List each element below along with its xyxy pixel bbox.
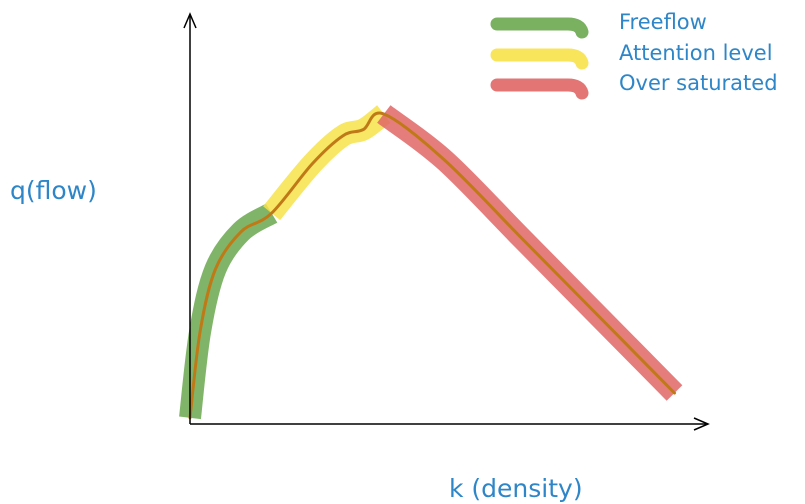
- legend-swatch-1: [490, 48, 589, 70]
- axes: [183, 12, 710, 431]
- x-axis-label: k (density): [449, 474, 583, 503]
- legend-swatches: [490, 17, 589, 100]
- legend-swatch-2: [490, 78, 589, 100]
- flow-density-curve: [188, 111, 676, 420]
- band-series-1: [263, 105, 391, 221]
- curve-line-group: [188, 111, 676, 420]
- y-axis-label: q(flow): [10, 176, 97, 205]
- legend-label-attention-level: Attention level: [619, 41, 773, 65]
- band-series-2: [377, 105, 683, 401]
- curve-bands: [179, 105, 683, 420]
- arrow-up-icon: [183, 12, 197, 29]
- legend-swatch-0: [490, 17, 589, 39]
- legend-label-over-saturated: Over saturated: [619, 71, 778, 95]
- arrow-right-icon: [693, 417, 710, 431]
- legend-label-freeflow: Freeflow: [619, 10, 707, 34]
